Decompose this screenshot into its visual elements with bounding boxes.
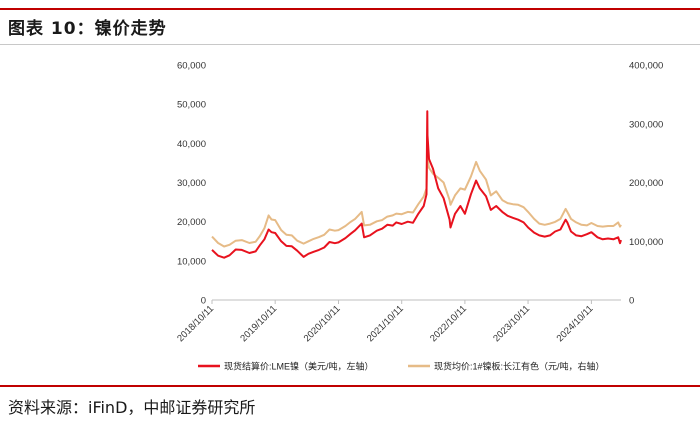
- header-bottom-rule: [0, 44, 700, 45]
- x-axis-tick-label: 2019/10/11: [238, 303, 279, 344]
- chart-legend: 现货结算价:LME镍（美元/吨，左轴） 现货均价:1#镍板:长江有色（元/吨，右轴…: [198, 361, 605, 372]
- left-axis-tick-label: 20,000: [177, 217, 206, 228]
- right-axis-tick-label: 200,000: [629, 178, 663, 189]
- chart-series: [211, 110, 622, 259]
- left-axis-tick-label: 30,000: [177, 178, 206, 189]
- x-axis-tick-label: 2020/10/11: [302, 303, 343, 344]
- nickel-price-chart: 0 10,000 20,000 30,000 40,000 50,000 60,000 0 10…: [175, 61, 663, 372]
- left-axis-tick-label: 10,000: [177, 256, 206, 267]
- right-axis-tick-label: 100,000: [629, 237, 663, 248]
- x-axis-tick-label: 2024/10/11: [555, 303, 596, 344]
- footer-rule: [0, 385, 700, 387]
- x-axis-tick-label: 2018/10/11: [175, 303, 216, 344]
- chart-figure-title: 图表 10：镍价走势: [8, 19, 167, 39]
- left-axis-tick-label: 0: [201, 296, 206, 307]
- right-axis-tick-label: 300,000: [629, 119, 663, 130]
- left-axis-tick-label: 40,000: [177, 139, 206, 150]
- x-axis-tick-label: 2021/10/11: [365, 303, 406, 344]
- left-axis-tick-label: 50,000: [177, 100, 206, 111]
- legend-label: 现货结算价:LME镍（美元/吨，左轴）: [224, 361, 374, 372]
- source-note: 资料来源：iFinD，中邮证券研究所: [8, 398, 256, 417]
- series-line-lme-nickel: [211, 110, 622, 259]
- right-axis-tick-label: 0: [629, 296, 634, 307]
- right-axis-tick-label: 400,000: [629, 61, 663, 72]
- header-top-rule: [0, 8, 700, 10]
- x-axis-tick-label: 2023/10/11: [491, 303, 532, 344]
- x-axis-tick-label: 2022/10/11: [428, 303, 469, 344]
- legend-label: 现货均价:1#镍板:长江有色（元/吨，右轴）: [434, 361, 605, 372]
- left-axis-tick-label: 60,000: [177, 61, 206, 72]
